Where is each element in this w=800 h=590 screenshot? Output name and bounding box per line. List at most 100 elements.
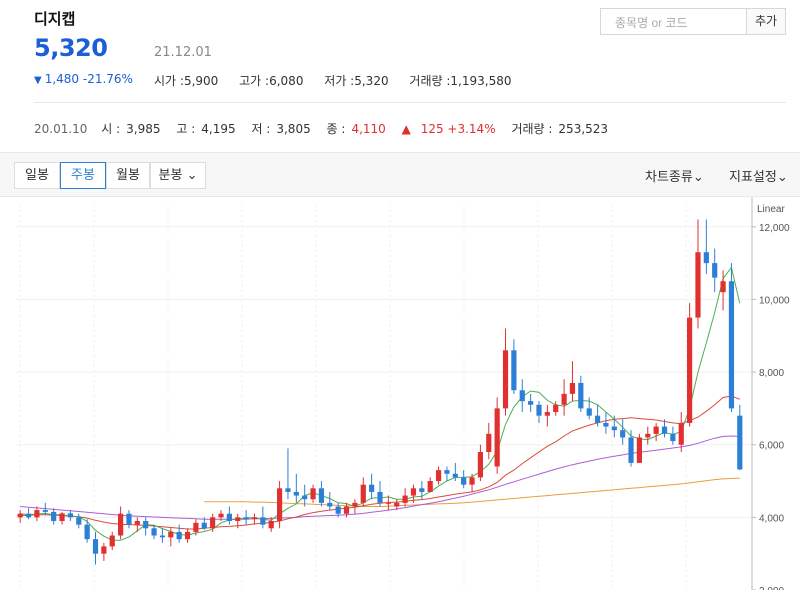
add-button[interactable]: 추가 xyxy=(746,8,786,35)
detail-low-value: 3,805 xyxy=(276,122,311,136)
candle-body xyxy=(25,513,32,518)
candle xyxy=(293,473,299,503)
candle-body xyxy=(369,484,375,492)
candle xyxy=(318,481,325,507)
candle xyxy=(469,473,475,492)
chart-type-label: 차트종류 xyxy=(645,170,693,185)
indicator-menu[interactable]: 지표설정⌄ xyxy=(729,166,788,185)
chart-tabbar: 일봉 주봉 월봉 분봉 ⌄ 차트종류⌄ 지표설정⌄ xyxy=(0,152,800,197)
candle xyxy=(486,422,492,460)
candle xyxy=(461,470,467,489)
candle xyxy=(678,412,684,452)
candle-body xyxy=(302,495,308,500)
candle xyxy=(553,401,559,416)
candle-body xyxy=(427,481,433,492)
candle-body xyxy=(452,473,458,478)
tick-label: 8,000 xyxy=(759,368,784,379)
high-value: 6,080 xyxy=(269,74,304,88)
candle xyxy=(636,433,642,463)
ma120-line xyxy=(204,477,740,507)
candle xyxy=(276,481,283,529)
candle xyxy=(695,219,701,329)
candle-body xyxy=(611,426,617,431)
candle xyxy=(728,263,735,413)
candle-body xyxy=(151,528,157,536)
candle xyxy=(427,477,433,492)
candle xyxy=(611,415,617,438)
search-input[interactable]: 종목명 or 코드 xyxy=(600,8,746,35)
candle xyxy=(184,528,191,543)
chevron-down-icon: ⌄ xyxy=(186,168,198,183)
candle xyxy=(444,466,450,482)
candle-body xyxy=(544,412,550,416)
candle xyxy=(569,361,576,402)
candle xyxy=(369,473,375,500)
candle xyxy=(653,422,659,442)
candle-body xyxy=(653,426,659,434)
divider xyxy=(34,102,786,103)
candle xyxy=(34,506,40,521)
candle xyxy=(343,502,350,518)
candle-body xyxy=(76,517,82,525)
detail-change: ▲ 125 +3.14% xyxy=(402,122,502,136)
open-stat: 시가 :5,900 xyxy=(154,74,218,88)
candle-body xyxy=(737,415,743,470)
candle xyxy=(594,404,601,427)
detail-open-value: 3,985 xyxy=(126,122,161,136)
candle xyxy=(118,506,124,540)
tab-weekly[interactable]: 주봉 xyxy=(60,162,106,189)
up-triangle-icon: ▲ xyxy=(401,122,411,136)
detail-close-label: 종 : xyxy=(326,122,346,136)
candle xyxy=(268,517,274,532)
tab-daily[interactable]: 일봉 xyxy=(14,162,60,189)
candle-body xyxy=(695,252,701,318)
candle-body xyxy=(561,393,567,405)
candle-body xyxy=(243,517,249,520)
candle-body xyxy=(285,488,291,492)
tab-monthly[interactable]: 월봉 xyxy=(106,162,150,189)
candle-body xyxy=(352,502,358,507)
candle-body xyxy=(703,252,709,264)
candle xyxy=(218,510,224,521)
candle xyxy=(687,303,693,427)
candle-body xyxy=(360,484,366,503)
candle xyxy=(84,519,90,543)
open-value: 5,900 xyxy=(183,74,219,88)
detail-high: 고 : 4,195 xyxy=(176,122,241,136)
candle xyxy=(302,484,308,507)
tick-label: 12,000 xyxy=(759,223,790,234)
volume-label: 거래량 : xyxy=(409,74,451,88)
candlestick-chart[interactable]: Linear 12,000 10,000 8,000 6,000 4,000 2,000 xyxy=(0,197,800,590)
chart-type-menu[interactable]: 차트종류⌄ xyxy=(645,166,704,185)
candle-body xyxy=(235,517,241,521)
candle-body xyxy=(477,451,484,478)
low-label: 저가 : xyxy=(324,74,355,88)
price-change: ▼ 1,480 -21.76% xyxy=(34,72,133,86)
candle-body xyxy=(712,263,718,278)
change-value: 1,480 -21.76% xyxy=(44,72,133,86)
candle-body xyxy=(343,506,350,514)
candle xyxy=(25,508,32,520)
tick-label: 2,000 xyxy=(759,586,784,590)
candle xyxy=(561,379,567,416)
candle-body xyxy=(410,488,417,496)
candle-body xyxy=(670,433,676,442)
candle-body xyxy=(461,477,467,485)
candle-body xyxy=(318,488,325,503)
tab-minute[interactable]: 분봉 ⌄ xyxy=(150,162,206,189)
detail-open-label: 시 : xyxy=(101,122,121,136)
candle-body xyxy=(469,477,475,485)
high-label: 고가 : xyxy=(239,74,270,88)
candle xyxy=(352,499,358,514)
candle-body xyxy=(486,433,492,452)
candle-body xyxy=(586,408,592,416)
tab-minute-label: 분봉 xyxy=(158,168,183,183)
candle-body xyxy=(34,510,40,518)
candle xyxy=(385,495,391,511)
candle-body xyxy=(310,488,316,500)
candle-body xyxy=(17,513,23,518)
candle xyxy=(477,444,484,482)
candle xyxy=(737,404,743,471)
open-label: 시가 : xyxy=(154,74,184,88)
candle xyxy=(435,466,442,485)
